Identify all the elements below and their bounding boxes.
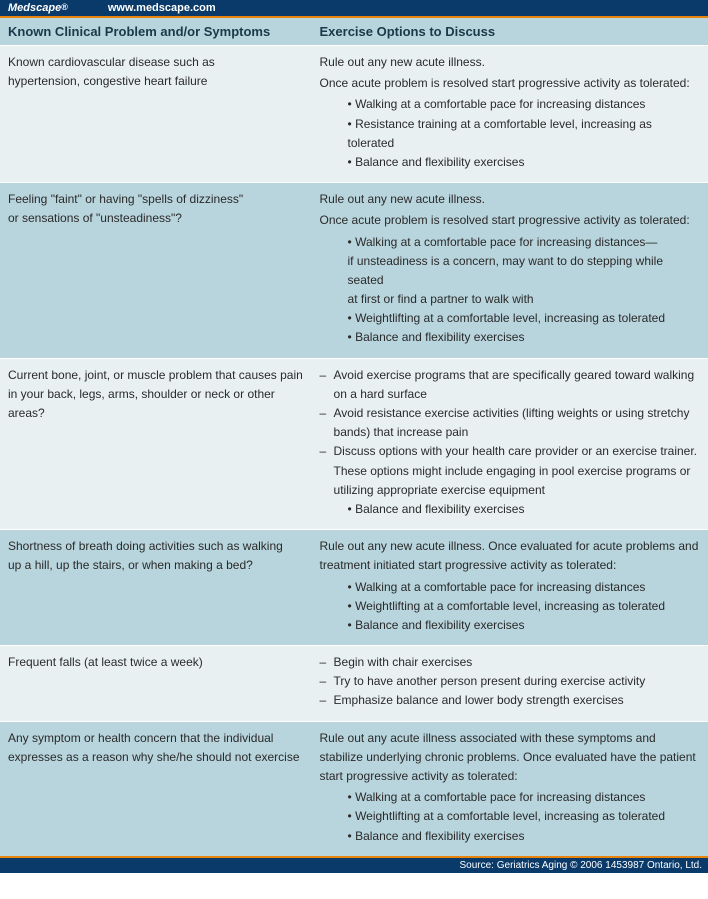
options-cell: Rule out any new acute illness.Once acut… [312,183,708,358]
options-cell: Rule out any new acute illness.Once acut… [312,46,708,182]
problem-cell: Frequent falls (at least twice a week) [0,646,312,721]
dash-item: –Begin with chair exercises [320,653,700,672]
options-cell: –Avoid exercise programs that are specif… [312,359,708,530]
table-row: Frequent falls (at least twice a week)–B… [0,645,708,721]
bullet-item: Resistance training at a comfortable lev… [348,115,700,153]
bullet-item: Walking at a comfortable pace for increa… [348,233,700,310]
bullet-item: Balance and flexibility exercises [348,616,700,635]
problem-cell: Shortness of breath doing activities suc… [0,530,312,645]
topbar: Medscape® www.medscape.com [0,0,708,18]
footer: Source: Geriatrics Aging © 2006 1453987 … [0,856,708,873]
dash-item: –Avoid resistance exercise activities (l… [320,404,700,442]
bullet-item: Weightlifting at a comfortable level, in… [348,597,700,616]
table-row: Feeling "faint" or having "spells of diz… [0,182,708,358]
bullet-item: Walking at a comfortable pace for increa… [348,95,700,114]
bullet-item: Balance and flexibility exercises [348,827,700,846]
table-row: Shortness of breath doing activities suc… [0,529,708,645]
problem-cell: Any symptom or health concern that the i… [0,722,312,856]
bullet-item: Walking at a comfortable pace for increa… [348,788,700,807]
header-left: Known Clinical Problem and/or Symptoms [0,18,312,45]
header-right: Exercise Options to Discuss [312,18,708,45]
dash-item: –Discuss options with your health care p… [320,442,700,500]
options-cell: –Begin with chair exercises–Try to have … [312,646,708,721]
bullet-item: Walking at a comfortable pace for increa… [348,578,700,597]
options-cell: Rule out any acute illness associated wi… [312,722,708,856]
bullet-item: Balance and flexibility exercises [348,328,700,347]
table-row: Known cardiovascular disease such ashype… [0,45,708,182]
table-row: Any symptom or health concern that the i… [0,721,708,856]
options-cell: Rule out any new acute illness. Once eva… [312,530,708,645]
bullet-item: Weightlifting at a comfortable level, in… [348,309,700,328]
problem-cell: Known cardiovascular disease such ashype… [0,46,312,182]
site-url: www.medscape.com [108,2,216,14]
brand: Medscape® [8,2,68,14]
table-body: Known cardiovascular disease such ashype… [0,45,708,856]
problem-cell: Current bone, joint, or muscle problem t… [0,359,312,530]
bullet-item: Weightlifting at a comfortable level, in… [348,807,700,826]
header-row: Known Clinical Problem and/or Symptoms E… [0,18,708,45]
dash-item: –Avoid exercise programs that are specif… [320,366,700,404]
dash-item: –Try to have another person present duri… [320,672,700,691]
problem-cell: Feeling "faint" or having "spells of diz… [0,183,312,358]
table-row: Current bone, joint, or muscle problem t… [0,358,708,530]
dash-item: –Emphasize balance and lower body streng… [320,691,700,710]
bullet-item: Balance and flexibility exercises [348,153,700,172]
bullet-item: Balance and flexibility exercises [348,500,700,519]
